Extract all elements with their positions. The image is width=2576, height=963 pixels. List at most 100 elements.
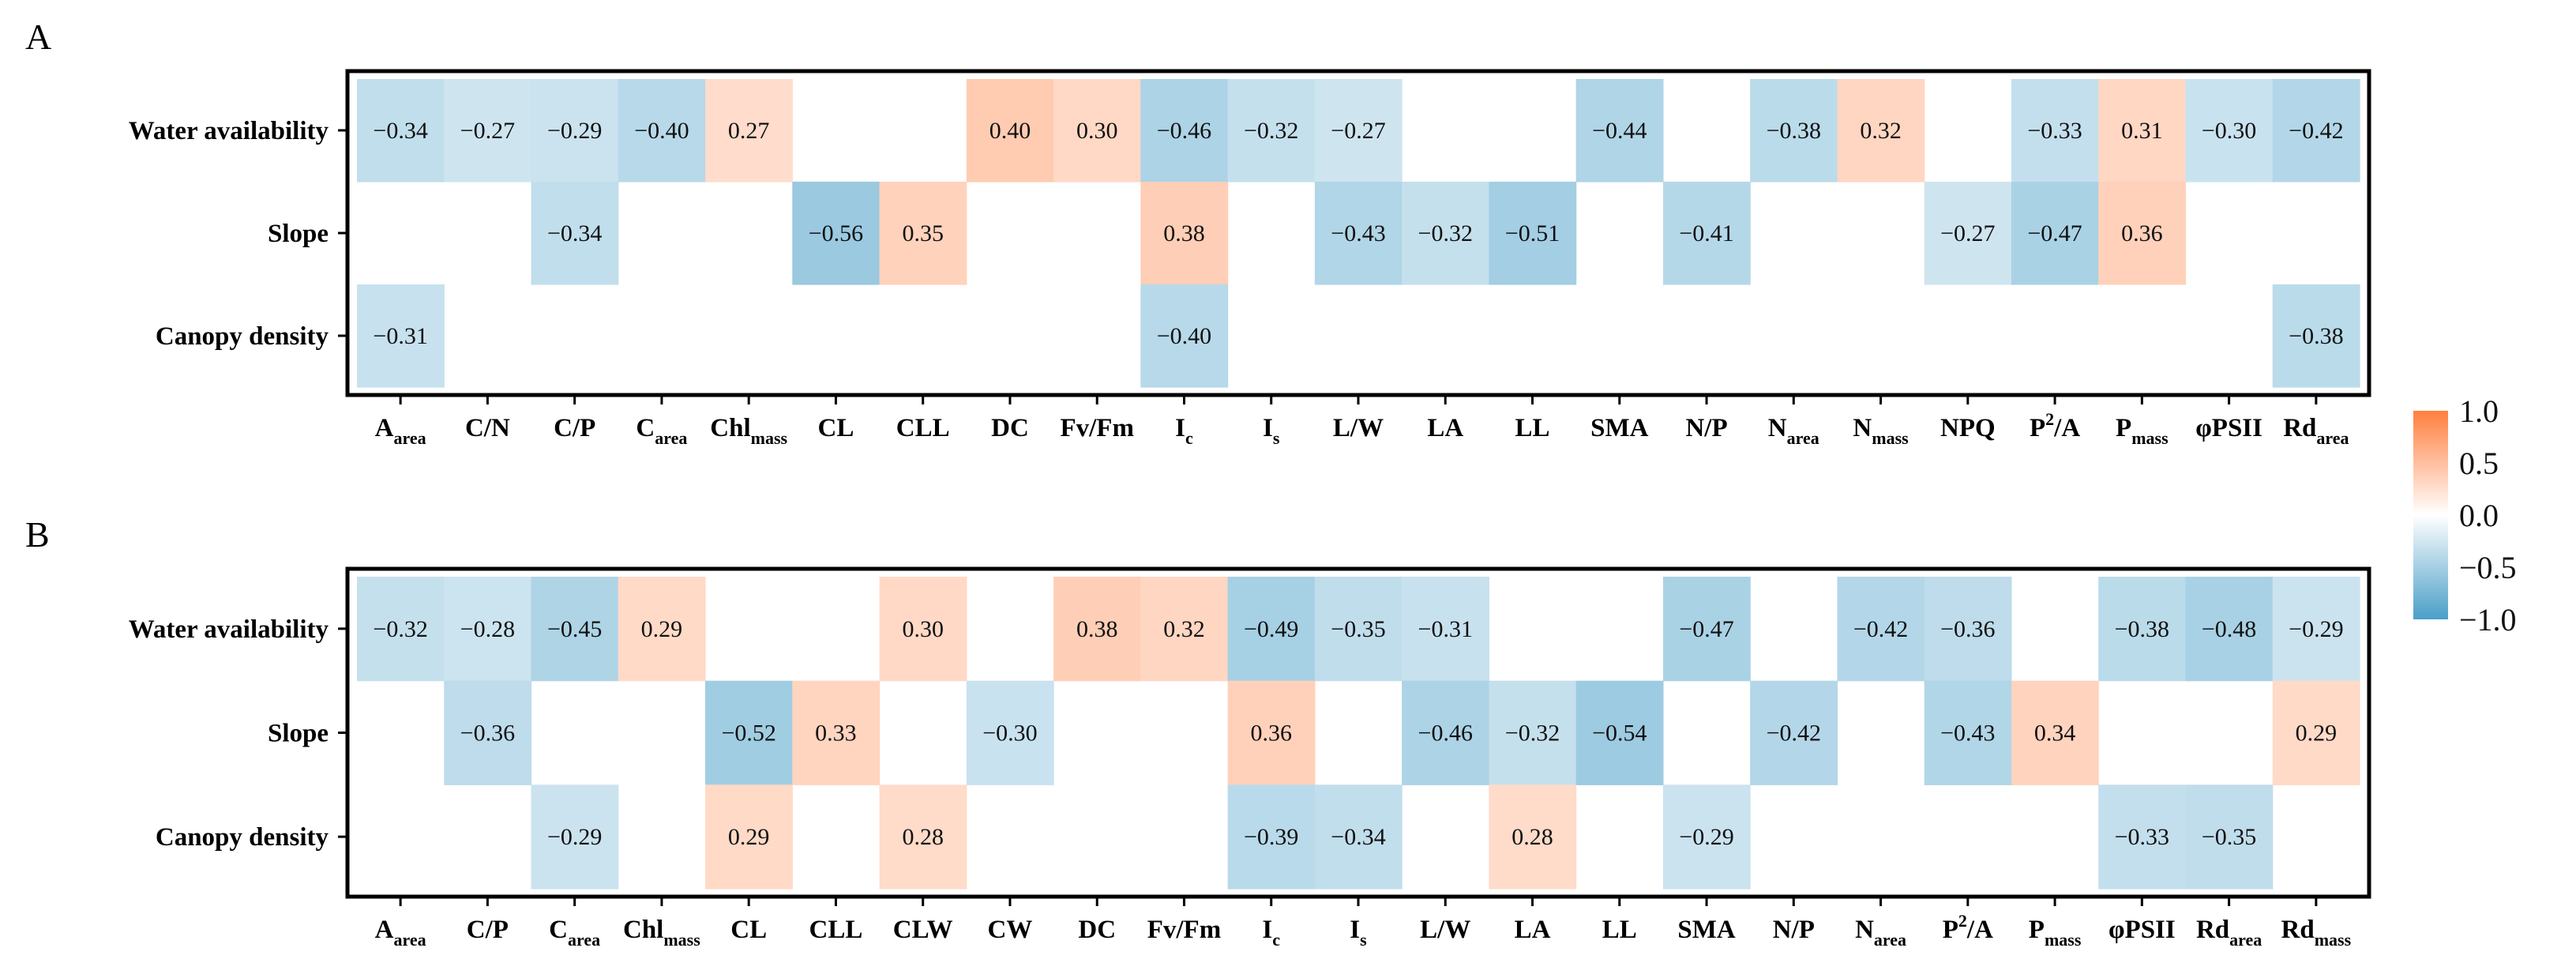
heatmap-cell: [1053, 577, 1141, 682]
cell-value-label: 0.32: [1163, 616, 1205, 642]
column-label: LA: [1427, 414, 1463, 442]
column-label: Chlmass: [710, 414, 787, 448]
heatmap-cell: [1662, 577, 1751, 682]
cell-value-label: −0.27: [1940, 220, 1995, 246]
cell-value-label: −0.42: [1853, 616, 1908, 642]
heatmap-cell: [2185, 79, 2274, 182]
heatmap-cell: [2272, 577, 2360, 682]
column-label: SMA: [1677, 916, 1736, 944]
cell-value-label: −0.45: [547, 616, 602, 642]
heatmap-cell: [1314, 784, 1403, 890]
cell-value-label: −0.35: [1331, 616, 1385, 642]
cell-value-label: 0.38: [1076, 616, 1118, 642]
heatmap-cell: [2185, 784, 2274, 890]
cell-value-label: −0.40: [634, 118, 689, 144]
column-label: Narea: [1855, 916, 1906, 950]
heatmap-cell: [531, 784, 619, 890]
column-label: C/P: [554, 414, 595, 442]
cell-value-label: −0.36: [460, 720, 515, 747]
cell-value-label: −0.32: [1418, 220, 1473, 246]
column-label: Fv/Fm: [1147, 916, 1221, 944]
row-label: Canopy density: [156, 823, 329, 852]
cell-value-label: −0.29: [547, 118, 602, 144]
column-label: Is: [1263, 414, 1280, 448]
cell-value-label: −0.34: [547, 220, 602, 246]
cell-value-label: −0.33: [2027, 118, 2082, 144]
column-label: L/W: [1333, 414, 1384, 442]
cell-value-label: −0.51: [1505, 220, 1560, 246]
cell-value-label: 0.30: [1076, 118, 1118, 144]
cell-value-label: −0.27: [460, 118, 515, 144]
cell-value-label: −0.28: [460, 616, 515, 642]
heatmap-cell: [1314, 577, 1403, 682]
cell-value-label: −0.34: [1331, 824, 1385, 850]
heatmap-cell: [618, 577, 706, 682]
row-label: Canopy density: [156, 322, 329, 351]
column-label: Rdarea: [2196, 916, 2262, 950]
heatmap-cell: [1402, 577, 1489, 682]
column-label: L/W: [1420, 916, 1470, 944]
cell-value-label: −0.41: [1679, 220, 1733, 246]
cell-value-label: 0.40: [989, 118, 1031, 144]
column-label: CLL: [896, 414, 950, 442]
cell-value-label: −0.38: [1767, 118, 1821, 144]
heatmap-cell: [879, 784, 967, 890]
heatmap-cell: [531, 182, 619, 285]
column-label: CL: [730, 916, 767, 944]
heatmap-cell: [2272, 680, 2360, 785]
heatmap-cell: [966, 79, 1054, 182]
column-label: Ic: [1175, 414, 1193, 448]
cell-value-label: −0.32: [1505, 720, 1560, 747]
cell-value-label: −0.42: [1767, 720, 1821, 747]
cell-value-label: 0.34: [2034, 720, 2076, 747]
column-label: SMA: [1590, 414, 1649, 442]
cell-value-label: −0.44: [1592, 118, 1647, 144]
heatmap-cell: [792, 680, 881, 785]
cell-value-label: 0.29: [728, 824, 770, 850]
heatmap-cell: [1750, 79, 1838, 182]
cell-value-label: 0.29: [641, 616, 683, 642]
column-label: Carea: [636, 414, 687, 448]
panel-a: A −0.34 −0.27 −0.29 −0.40 0.27 0.40 0.30 −0.46 −0…: [25, 17, 2371, 448]
cell-value-label: −0.29: [2289, 616, 2343, 642]
column-label: N/P: [1685, 414, 1727, 442]
heatmap-cell: [357, 577, 445, 682]
column-label: CLL: [809, 916, 863, 944]
column-label: Rdmass: [2281, 916, 2352, 950]
heatmap-cell: [2098, 784, 2187, 890]
heatmap-cell: [1750, 680, 1838, 785]
cell-value-label: −0.38: [2289, 323, 2343, 349]
column-label: CLW: [893, 916, 953, 944]
column-label: P2/A: [1943, 911, 1993, 944]
column-label: Aarea: [375, 916, 426, 950]
heatmap-cell: [531, 577, 619, 682]
heatmap-cell: [966, 680, 1054, 785]
column-label: CW: [988, 916, 1033, 944]
heatmap-cell: [1924, 182, 2012, 285]
cell-value-label: −0.48: [2202, 616, 2256, 642]
heatmap-cell: [2011, 680, 2099, 785]
column-label: Aarea: [375, 414, 426, 448]
cell-value-label: 0.33: [815, 720, 857, 747]
column-label: Fv/Fm: [1060, 414, 1133, 442]
cell-value-label: 0.28: [1511, 824, 1553, 850]
cell-value-label: 0.29: [2296, 720, 2338, 747]
heatmap-cell: [357, 284, 445, 388]
row-label: Water availability: [129, 615, 329, 644]
heatmap-cell: [1924, 680, 2012, 785]
cell-value-label: −0.47: [1679, 616, 1733, 642]
heatmap-cell: [1314, 182, 1403, 285]
cell-value-label: −0.43: [1940, 720, 1995, 747]
heatmap-cell: [444, 680, 532, 785]
cell-value-label: −0.29: [1679, 824, 1733, 850]
heatmap-cell: [1837, 577, 1925, 682]
heatmap-cell: [1837, 79, 1925, 182]
cell-value-label: −0.39: [1244, 824, 1298, 850]
heatmap-cell: [1662, 784, 1751, 890]
heatmap-cell: [2011, 79, 2099, 182]
heatmap-cell: [444, 79, 532, 182]
heatmap-cell: [1053, 79, 1141, 182]
cell-value-label: −0.47: [2027, 220, 2082, 246]
cell-value-label: 0.31: [2121, 118, 2163, 144]
panel-label: A: [25, 17, 51, 57]
